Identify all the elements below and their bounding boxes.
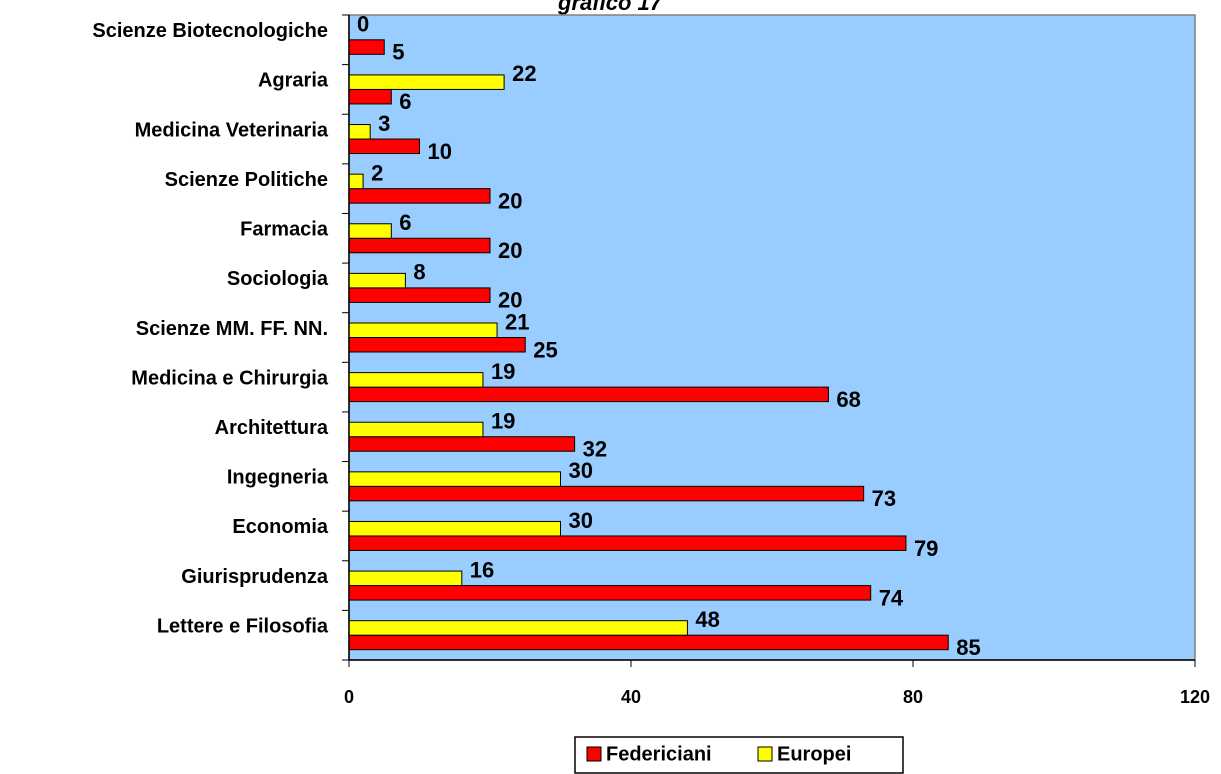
data-label: 48	[695, 607, 719, 632]
data-label: 20	[498, 238, 522, 263]
bar	[348, 88, 392, 105]
bar	[348, 436, 576, 452]
y-tick-label: Giurisprudenza	[181, 566, 329, 588]
y-tick-label: Farmacia	[240, 219, 329, 241]
data-label: 19	[491, 409, 515, 434]
data-label: 20	[498, 288, 522, 313]
data-label: 6	[399, 89, 411, 114]
bar	[348, 634, 949, 651]
bar	[348, 372, 484, 388]
y-tick-label: Economia	[232, 516, 328, 538]
bar	[348, 287, 491, 303]
data-label: 79	[914, 536, 938, 561]
data-label: 68	[836, 387, 860, 412]
x-tick-label: 120	[1180, 687, 1210, 707]
bar	[348, 237, 491, 254]
data-label: 0	[357, 12, 369, 37]
bar	[348, 322, 498, 338]
y-tick-label: Scienze Biotecnologiche	[92, 20, 328, 42]
legend-swatch	[586, 746, 602, 762]
data-label: 25	[533, 337, 557, 362]
y-tick-label: Ingegneria	[227, 467, 329, 489]
bar	[348, 124, 371, 140]
bar	[348, 620, 688, 636]
data-label: 10	[428, 139, 452, 164]
bar	[348, 485, 865, 502]
data-label: 5	[392, 40, 404, 65]
data-label: 19	[491, 359, 515, 384]
bar	[348, 138, 420, 155]
bar	[348, 535, 907, 551]
y-tick-label: Agraria	[258, 70, 329, 92]
y-tick-label: Medicina Veterinaria	[135, 119, 329, 141]
bar	[348, 421, 484, 438]
bar	[348, 520, 561, 537]
legend-label: Europei	[777, 743, 851, 765]
bar	[348, 39, 385, 55]
data-label: 20	[498, 188, 522, 213]
bar	[348, 74, 505, 90]
y-tick-label: Scienze MM. FF. NN.	[136, 318, 328, 340]
data-label: 30	[569, 458, 593, 483]
data-label: 6	[399, 210, 411, 235]
x-tick-label: 0	[344, 687, 354, 707]
chart-title: grafico 17	[557, 0, 664, 15]
data-label: 16	[470, 557, 494, 582]
data-label: 32	[583, 437, 607, 462]
data-label: 2	[371, 160, 383, 185]
data-label: 73	[872, 486, 896, 511]
bar	[348, 173, 364, 190]
bar	[348, 386, 829, 403]
bar	[348, 223, 392, 239]
bar	[348, 471, 561, 487]
y-tick-label: Medicina e Chirurgia	[131, 367, 329, 389]
y-tick-label: Architettura	[215, 417, 329, 439]
data-label: 3	[378, 111, 390, 136]
y-tick-label: Scienze Politiche	[165, 169, 328, 191]
bar	[348, 188, 491, 204]
bar	[348, 570, 463, 587]
bar	[348, 585, 872, 601]
data-label: 8	[413, 260, 425, 285]
y-tick-label: Sociologia	[227, 268, 329, 290]
bar	[348, 272, 406, 289]
x-tick-label: 40	[621, 687, 641, 707]
legend-label: Federiciani	[606, 743, 712, 765]
data-label: 85	[956, 635, 980, 660]
data-label: 22	[512, 61, 536, 86]
data-label: 30	[569, 508, 593, 533]
bar	[348, 337, 526, 353]
legend-box	[574, 736, 904, 774]
y-tick-label: Lettere e Filosofia	[157, 615, 329, 637]
legend-swatch	[757, 746, 773, 762]
data-label: 74	[879, 585, 904, 610]
x-tick-label: 80	[903, 687, 923, 707]
data-label: 21	[505, 309, 529, 334]
